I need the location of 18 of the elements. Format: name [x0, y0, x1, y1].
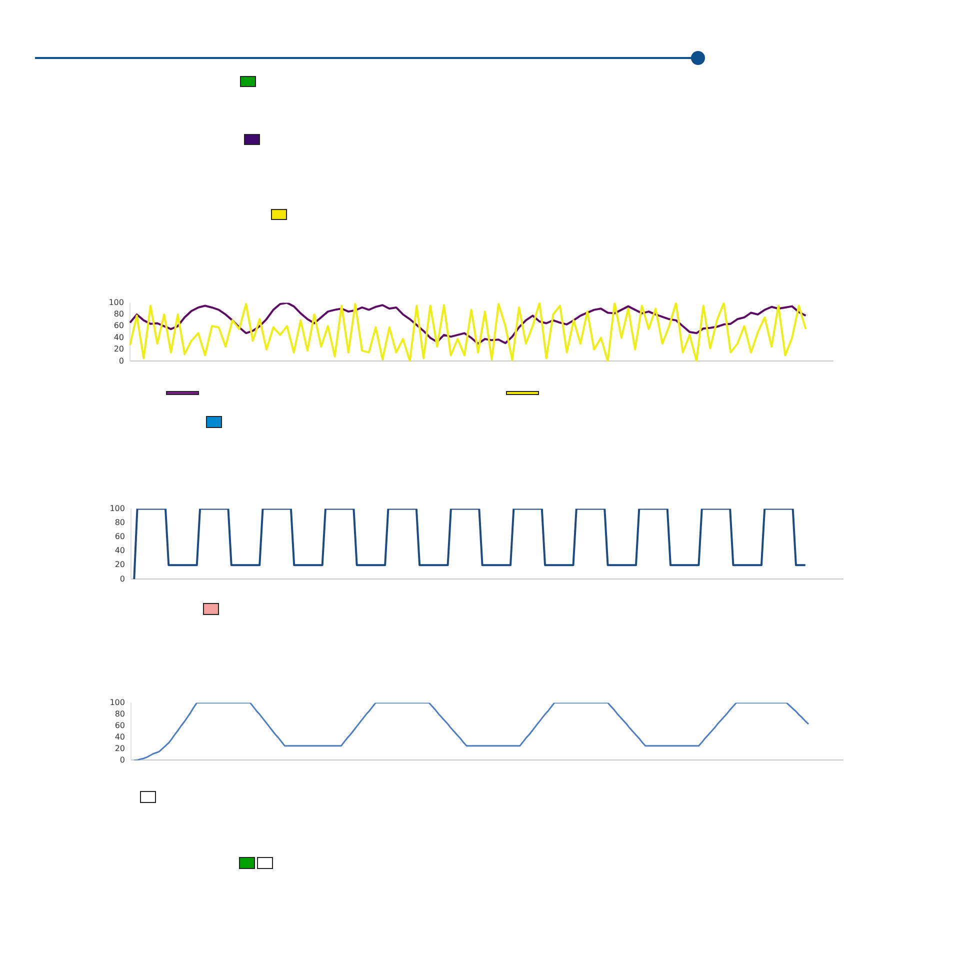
- y-tick-label: 80: [114, 310, 124, 319]
- y-tick-label: 80: [114, 709, 125, 718]
- y-tick-label: 60: [114, 720, 125, 730]
- y-tick-label: 100: [110, 504, 125, 513]
- y-tick-label: 60: [114, 532, 125, 542]
- y-tick-label: 40: [114, 332, 124, 342]
- y-tick-label: 100: [108, 298, 124, 307]
- y-tick-label: 0: [120, 574, 125, 584]
- y-tick-label: 60: [114, 321, 124, 330]
- y-tick-label: 40: [114, 546, 125, 556]
- y-tick-label: 40: [114, 732, 125, 742]
- y-tick-label: 0: [118, 356, 124, 366]
- y-tick-label: 0: [120, 755, 125, 764]
- y-tick-label: 80: [114, 518, 125, 527]
- y-tick-label: 20: [114, 560, 125, 570]
- y-tick-label: 20: [114, 744, 125, 753]
- y-tick-label: 20: [114, 344, 124, 354]
- y-tick-label: 100: [110, 698, 125, 707]
